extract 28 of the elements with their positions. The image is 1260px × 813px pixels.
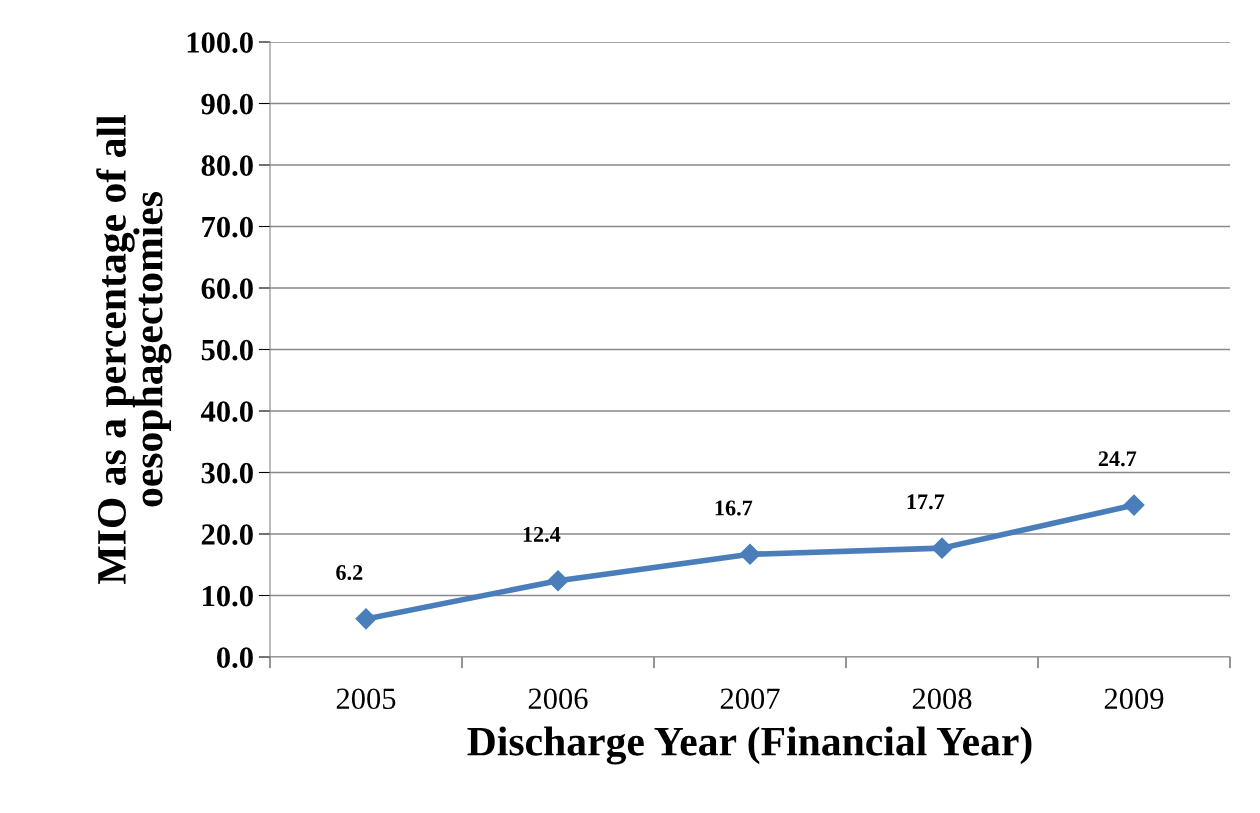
y-tick-label: 50.0: [201, 339, 253, 361]
point: [931, 537, 953, 559]
y-tick-label: 0.0: [217, 647, 253, 669]
point: [1123, 494, 1145, 516]
y-axis-title: MIO as a percentage of all oesophagectomies: [96, 115, 172, 584]
y-tick-label: 80.0: [201, 155, 253, 177]
y-tick-label: 60.0: [201, 278, 253, 300]
data-label: 12.4: [523, 526, 561, 542]
x-axis-title: Discharge Year (Financial Year): [467, 726, 1032, 765]
y-tick-label: 90.0: [201, 93, 253, 115]
y-tick-label: 100.0: [187, 32, 253, 54]
point: [547, 570, 569, 592]
x-tick-label: 2007: [720, 688, 780, 710]
y-tick-label: 10.0: [203, 585, 253, 607]
y-tick-label: 70.0: [202, 216, 253, 238]
x-tick-label: 2006: [528, 688, 588, 710]
y-tick-label: 30.0: [201, 462, 253, 484]
data-label: 6.2: [336, 565, 363, 581]
point: [355, 608, 377, 630]
y-tick-label: 20.0: [201, 524, 253, 546]
x-tick-label: 2009: [1104, 688, 1164, 710]
x-tick-label: 2005: [336, 688, 396, 710]
data-label: 17.7: [907, 494, 945, 510]
data-label: 24.7: [1098, 451, 1137, 467]
point: [739, 543, 761, 565]
data-label: 16.7: [715, 500, 753, 516]
y-tick-label: 40.0: [200, 401, 253, 423]
x-tick-label: 2008: [912, 688, 972, 710]
